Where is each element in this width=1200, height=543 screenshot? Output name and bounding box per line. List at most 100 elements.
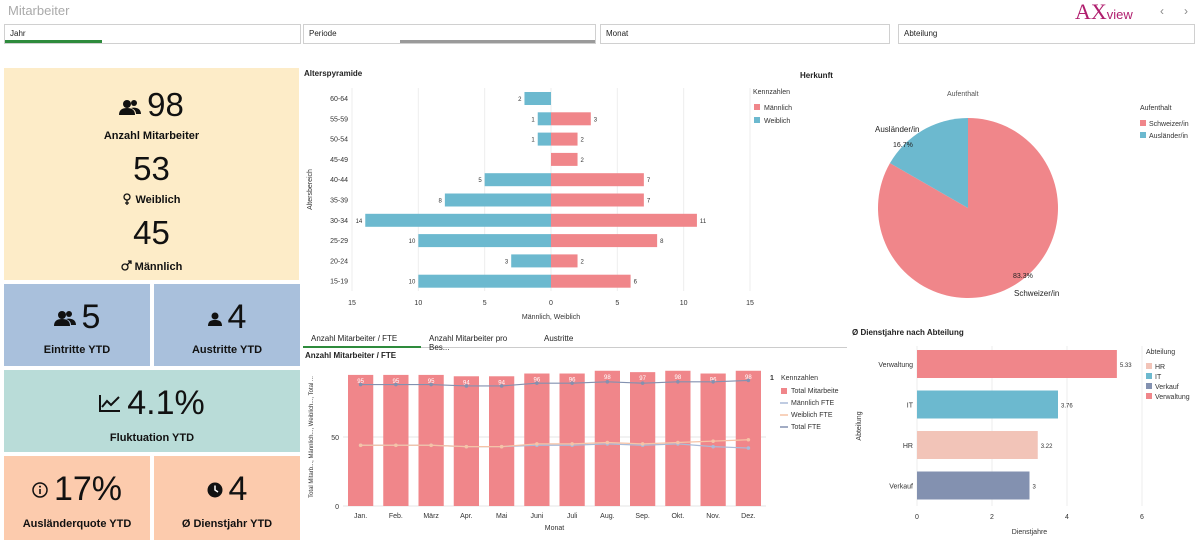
legend-title: Kennzahlen [781,375,818,382]
line-point [640,442,645,446]
tab-mitarbeiter-fte[interactable]: Anzahl Mitarbeiter / FTE [303,328,421,348]
bar-total-Mai [489,376,515,506]
bar-maennlich-30-34 [551,213,697,227]
bar-weiblich-20-24 [511,254,551,268]
data-label: 98 [675,375,682,381]
x-axis-label: Männlich, Weiblich [522,314,580,321]
line-point [464,444,469,449]
kpi-label-exits: Austritte YTD [154,340,300,358]
data-label: 96 [534,378,541,384]
kpi-fluctuation: 4.1% [4,386,300,422]
line-point [394,443,398,448]
legend-swatch [1146,383,1152,389]
kpi-value: 98 [147,86,184,123]
kpi-value: 53 [133,150,170,187]
data-label: 1 [531,117,535,123]
x-tick-label: Feb. [389,513,403,520]
filter-label: Jahr [10,29,26,38]
tab-mitarbeiter-pro-bes[interactable]: Anzahl Mitarbeiter pro Bes... [429,334,508,352]
legend-swatch [754,117,760,123]
legend-label: IT [1155,374,1162,381]
bar-weiblich-40-44 [484,173,551,187]
legend-swatch [1140,120,1146,126]
bar-weiblich-55-59 [537,112,551,126]
data-label: 1 [531,138,535,144]
y-axis-label: Abteilung [856,411,863,440]
legend-swatch [754,104,760,110]
bar-total-Feb. [383,374,409,506]
legend-label: Verkauf [1155,384,1179,391]
tab-austritte[interactable]: Austritte [544,334,574,343]
bar-maennlich-35-39 [551,193,644,207]
kpi-label-text: Ø Dienstjahr YTD [181,518,273,530]
line-point [535,442,539,446]
data-label: 96 [569,378,576,384]
filter-periode[interactable]: Periode [303,24,596,44]
group-icon [53,298,76,332]
line-weiblich-fte [360,439,749,448]
kpi-value: 4 [227,298,247,336]
data-label: 10 [409,239,416,245]
x-tick-label: Aug. [600,513,614,520]
fte-title: Anzahl Mitarbeiter / FTE [305,351,397,360]
legend-label: Männlich [764,105,792,112]
filter-monat[interactable]: Monat [600,24,890,44]
bar-total-Jan. [348,374,374,506]
y-tick-label: 45-49 [330,157,348,164]
group-icon [119,87,142,120]
x-tick-label: 10 [414,300,422,307]
filter-abteilung[interactable]: Abteilung [898,24,1195,44]
y-tick-label: 0 [335,504,339,511]
bar-total-Juni [524,373,550,506]
data-label: 2 [581,138,585,144]
line-point [429,382,433,387]
y-axis-label: Altersbereich [307,169,314,210]
data-label: 2 [581,259,585,265]
y-tick-label: 35-39 [330,198,348,205]
bar-maennlich-45-49 [551,152,578,166]
kpi-label-text: Männlich [134,261,183,273]
line-point [746,446,751,450]
kpi-label-text: Weiblich [135,194,181,206]
legend-label: Total FTE [791,424,821,431]
data-label: 95 [428,379,435,385]
legend-title: Abteilung [1146,349,1175,356]
legend-title: Kennzahlen [753,89,790,96]
y-tick-label: 25-29 [330,238,348,245]
kpi-label-foreign: Ausländerquote YTD [4,514,150,532]
legend-label: Ausländer/in [1149,133,1188,140]
line-point [676,440,680,445]
filter-jahr[interactable]: Jahr [4,24,301,44]
kpi-foreign-panel [4,456,150,540]
bar-it [917,390,1058,419]
data-label: 3 [505,259,509,265]
bar-hr [917,431,1038,459]
line-point [746,437,751,442]
kpi-tenure: 4 [154,472,300,508]
fte-combo-chart: 0 50 Total Mitarb..., Männlich..., Weiblic… [309,370,839,532]
line-point [640,381,645,385]
nav-prev-button[interactable]: ‹ [1160,4,1164,18]
kpi-male: 45 [4,216,299,249]
x-tick-label: Juli [567,513,578,520]
slice-name: Ausländer/in [875,125,919,134]
x-tick-label: 2 [990,514,994,521]
y-tick-label: HR [903,443,913,450]
line-chart-icon [99,384,121,418]
kpi-label-text: Eintritte YTD [43,344,111,356]
filter-selection-bar [400,40,595,43]
app-title: Mitarbeiter [8,3,70,18]
line-point [429,443,433,448]
top-bar: Mitarbeiter AXview ‹ › [0,0,1200,24]
y-tick-label: 50 [331,435,339,442]
y-tick-label: 40-44 [330,177,348,184]
nav-next-button[interactable]: › [1184,4,1188,18]
male-icon [121,260,132,274]
data-label: 11 [700,219,707,225]
kpi-label-male: Männlich [4,257,299,275]
x-axis-label: Dienstjahre [1012,529,1048,536]
legend-label: Total Mitarbeite [791,388,839,395]
line-point [711,380,715,384]
bar-weiblich-25-29 [418,234,551,248]
y-tick-label: 20-24 [330,258,348,265]
